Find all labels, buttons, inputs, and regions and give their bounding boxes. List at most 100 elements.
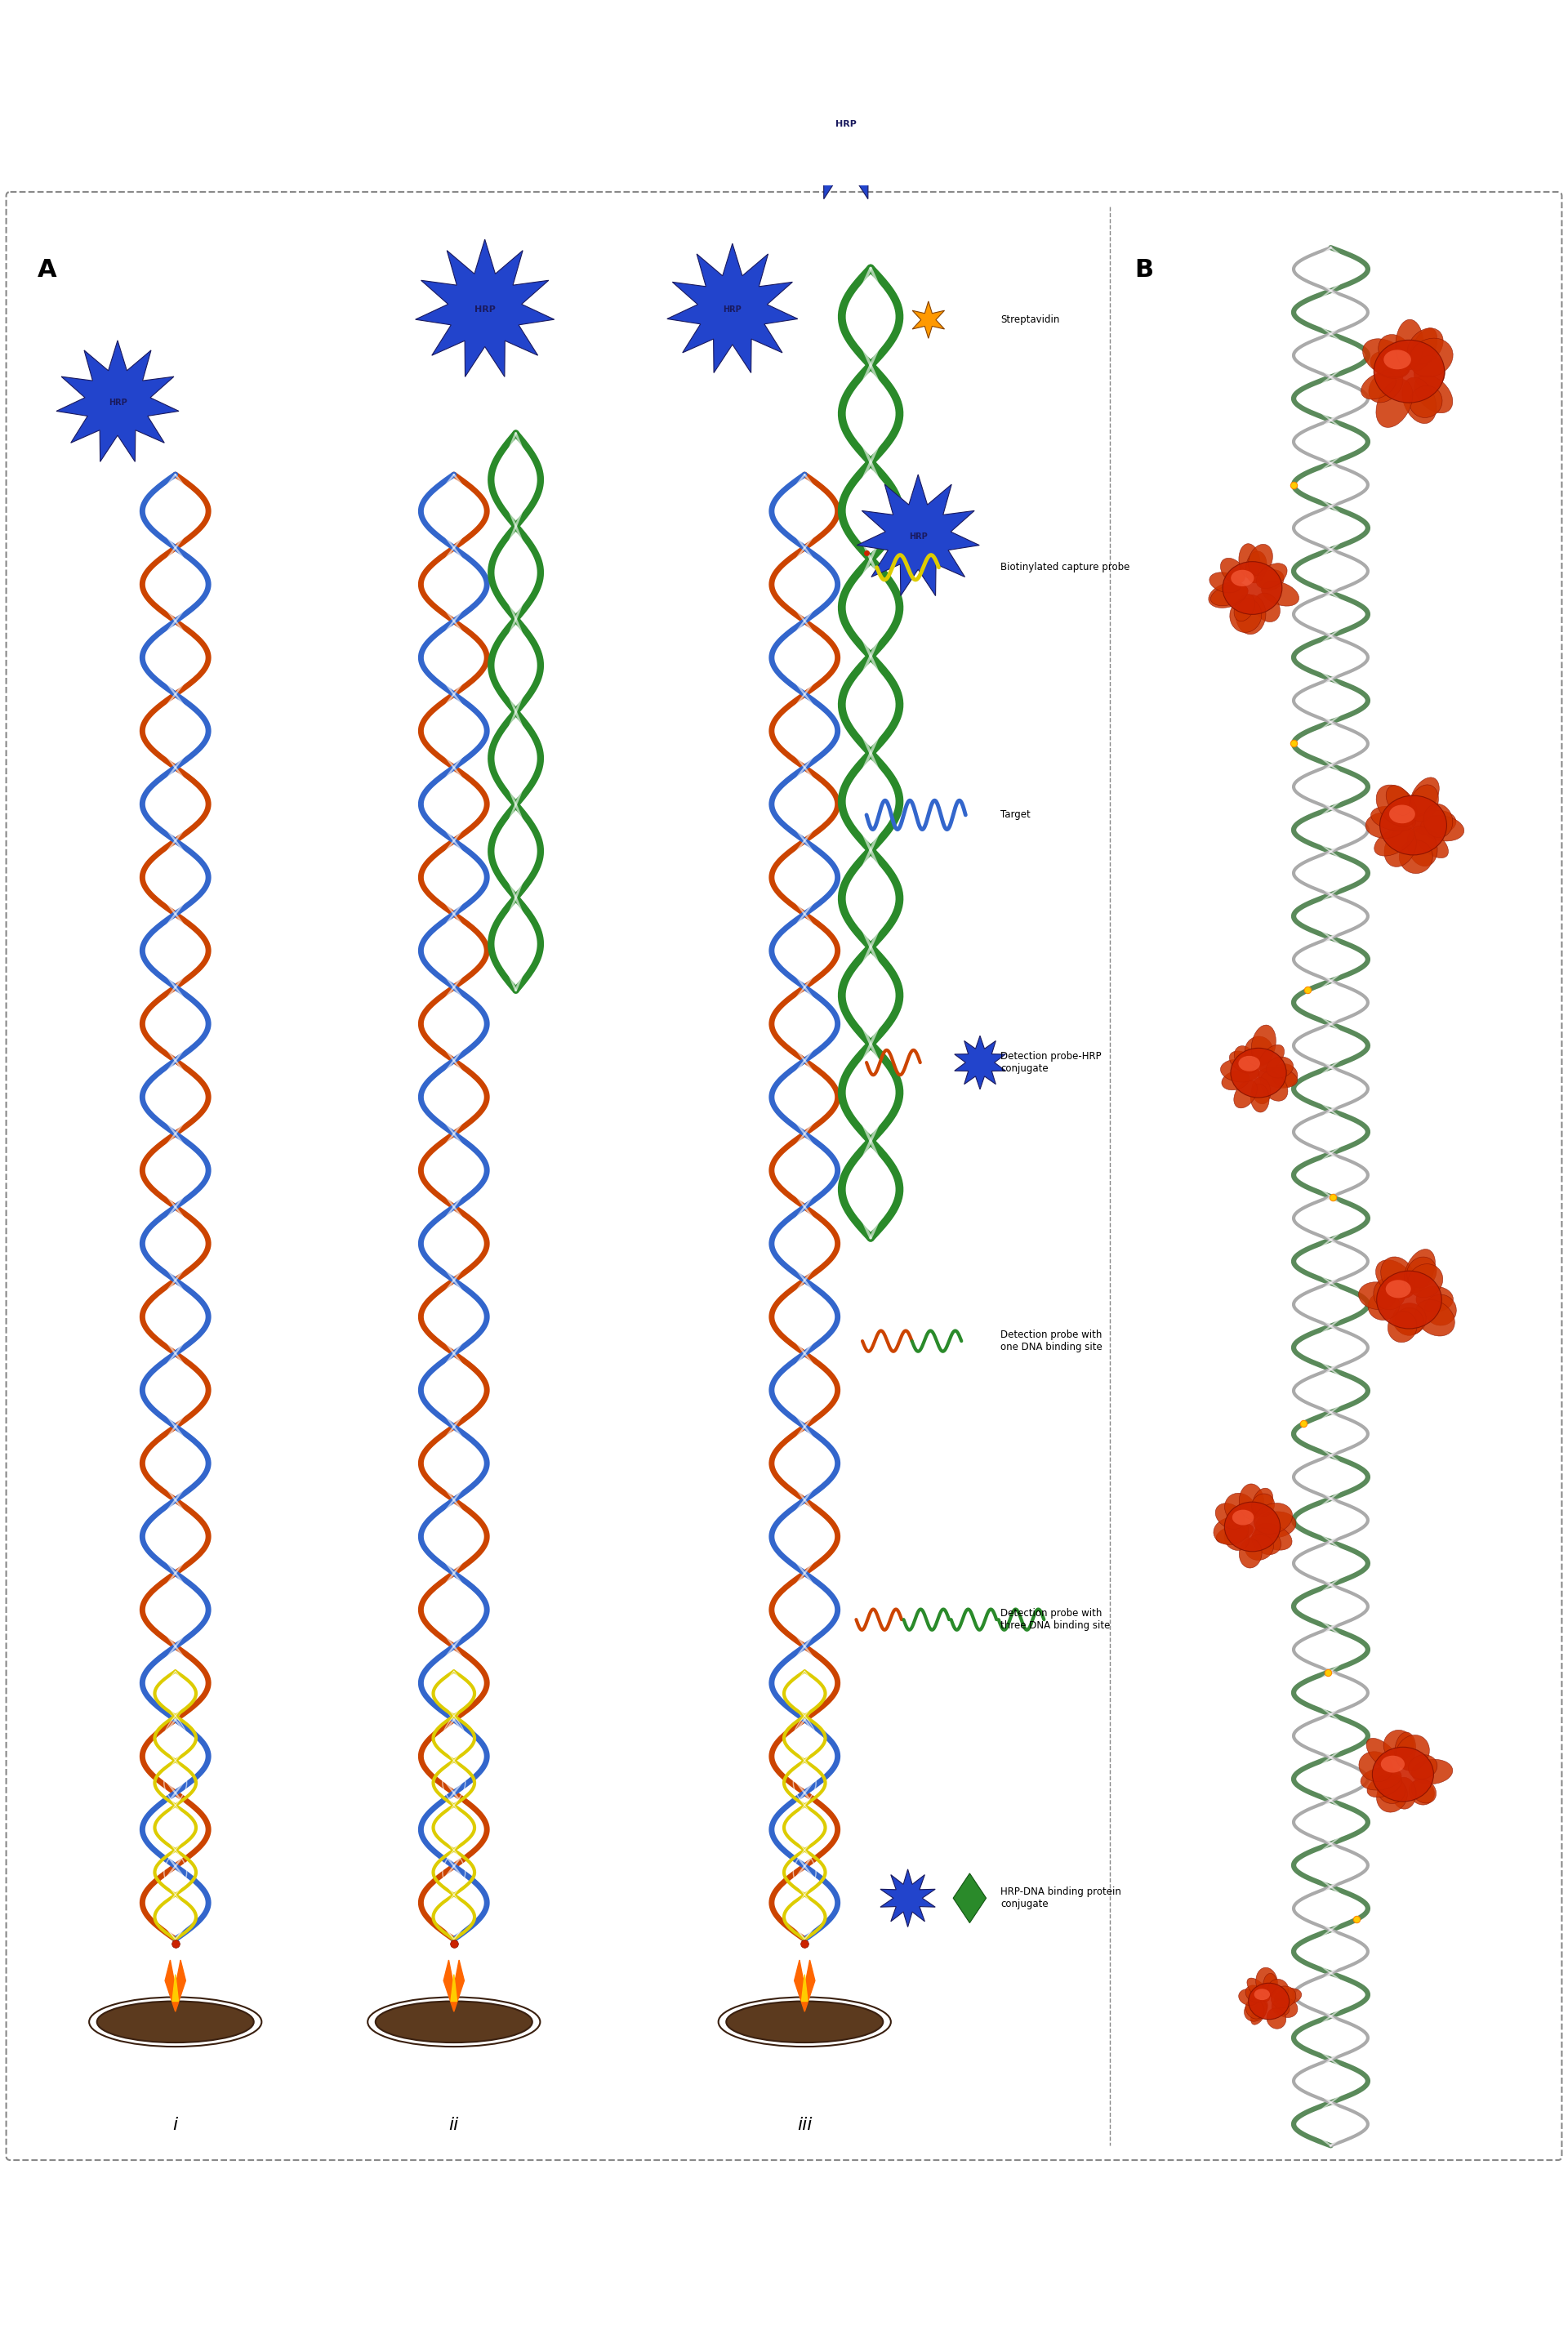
Ellipse shape <box>1374 341 1444 402</box>
Ellipse shape <box>1214 1517 1248 1545</box>
Text: iii: iii <box>797 2117 812 2133</box>
Ellipse shape <box>1413 809 1457 835</box>
Ellipse shape <box>1221 1070 1250 1089</box>
Ellipse shape <box>1245 1999 1264 2018</box>
Ellipse shape <box>1239 1056 1261 1070</box>
Ellipse shape <box>1378 334 1411 369</box>
Polygon shape <box>172 1973 179 2002</box>
Ellipse shape <box>1239 543 1261 579</box>
Ellipse shape <box>1358 1282 1396 1310</box>
Text: HRP: HRP <box>108 397 127 407</box>
Ellipse shape <box>1366 1738 1400 1771</box>
Ellipse shape <box>1408 1263 1443 1298</box>
Ellipse shape <box>1236 595 1265 635</box>
Ellipse shape <box>1369 369 1403 402</box>
Ellipse shape <box>1245 550 1267 583</box>
Polygon shape <box>955 1035 1005 1089</box>
Ellipse shape <box>1370 350 1410 379</box>
Text: Detection probe-HRP
conjugate: Detection probe-HRP conjugate <box>1000 1051 1102 1075</box>
Polygon shape <box>913 301 944 339</box>
Ellipse shape <box>1408 327 1443 365</box>
Ellipse shape <box>726 2002 883 2042</box>
Ellipse shape <box>1223 562 1283 614</box>
Ellipse shape <box>1410 779 1439 816</box>
Ellipse shape <box>1381 1256 1416 1296</box>
Ellipse shape <box>1410 329 1438 372</box>
Ellipse shape <box>1251 1025 1276 1065</box>
Ellipse shape <box>1389 804 1414 823</box>
Ellipse shape <box>1410 339 1454 376</box>
Ellipse shape <box>1424 1294 1457 1327</box>
Ellipse shape <box>1416 1287 1454 1312</box>
Ellipse shape <box>1253 1489 1273 1515</box>
Ellipse shape <box>1396 1731 1416 1766</box>
Ellipse shape <box>375 2002 532 2042</box>
Ellipse shape <box>1254 593 1279 621</box>
Ellipse shape <box>1245 1037 1273 1065</box>
Text: HRP-DNA binding protein
conjugate: HRP-DNA binding protein conjugate <box>1000 1886 1121 1910</box>
Text: A: A <box>38 259 56 282</box>
Polygon shape <box>452 1973 456 2002</box>
Polygon shape <box>795 1959 815 2011</box>
Ellipse shape <box>1254 1503 1292 1534</box>
Polygon shape <box>416 240 554 376</box>
Ellipse shape <box>1209 572 1240 593</box>
Ellipse shape <box>1359 1752 1392 1783</box>
Ellipse shape <box>1248 1983 1289 2020</box>
Text: ii: ii <box>448 2117 459 2133</box>
Ellipse shape <box>1239 1538 1262 1569</box>
Ellipse shape <box>1254 1524 1292 1550</box>
Ellipse shape <box>1411 1759 1452 1785</box>
Ellipse shape <box>1402 376 1436 423</box>
Ellipse shape <box>1267 1056 1294 1077</box>
Polygon shape <box>856 475 980 595</box>
Ellipse shape <box>1414 1301 1455 1336</box>
Ellipse shape <box>1258 1068 1297 1089</box>
Ellipse shape <box>1272 1999 1289 2016</box>
Ellipse shape <box>1421 816 1465 842</box>
Ellipse shape <box>1245 1534 1273 1559</box>
Ellipse shape <box>1383 350 1411 369</box>
Text: Detection probe with
one DNA binding site: Detection probe with one DNA binding sit… <box>1000 1329 1102 1352</box>
Ellipse shape <box>1232 1510 1254 1524</box>
Ellipse shape <box>1261 1073 1287 1101</box>
Polygon shape <box>165 1959 185 2011</box>
Ellipse shape <box>97 2002 254 2042</box>
Ellipse shape <box>1215 1503 1245 1529</box>
Ellipse shape <box>1377 1270 1441 1329</box>
Ellipse shape <box>1411 1778 1436 1804</box>
Ellipse shape <box>1414 355 1446 390</box>
Ellipse shape <box>1406 826 1438 866</box>
Ellipse shape <box>1220 557 1245 583</box>
Ellipse shape <box>1374 1277 1405 1310</box>
Ellipse shape <box>1251 1077 1270 1103</box>
Ellipse shape <box>1388 1312 1417 1343</box>
Ellipse shape <box>1377 786 1417 826</box>
Ellipse shape <box>1381 1755 1405 1773</box>
Text: Target: Target <box>1000 809 1030 821</box>
Ellipse shape <box>1396 1736 1430 1771</box>
Text: HRP: HRP <box>474 306 495 313</box>
Ellipse shape <box>1383 1731 1414 1762</box>
Ellipse shape <box>1375 1261 1416 1298</box>
Ellipse shape <box>1264 1973 1276 1994</box>
Ellipse shape <box>1392 1778 1416 1809</box>
Ellipse shape <box>1414 374 1452 414</box>
Ellipse shape <box>1386 1279 1411 1298</box>
Ellipse shape <box>1261 581 1298 607</box>
Ellipse shape <box>1259 569 1284 590</box>
Text: HRP: HRP <box>723 306 742 313</box>
Ellipse shape <box>1269 1978 1289 1999</box>
Text: i: i <box>172 2117 177 2133</box>
Ellipse shape <box>1366 811 1405 837</box>
Ellipse shape <box>1380 795 1447 856</box>
Ellipse shape <box>1234 1080 1258 1108</box>
Ellipse shape <box>1361 372 1396 400</box>
Ellipse shape <box>1215 1524 1253 1543</box>
Polygon shape <box>801 1973 808 2002</box>
Ellipse shape <box>1234 595 1254 621</box>
Ellipse shape <box>1229 597 1262 633</box>
Ellipse shape <box>1414 828 1449 858</box>
Ellipse shape <box>1225 1503 1279 1552</box>
Ellipse shape <box>1272 1063 1298 1087</box>
